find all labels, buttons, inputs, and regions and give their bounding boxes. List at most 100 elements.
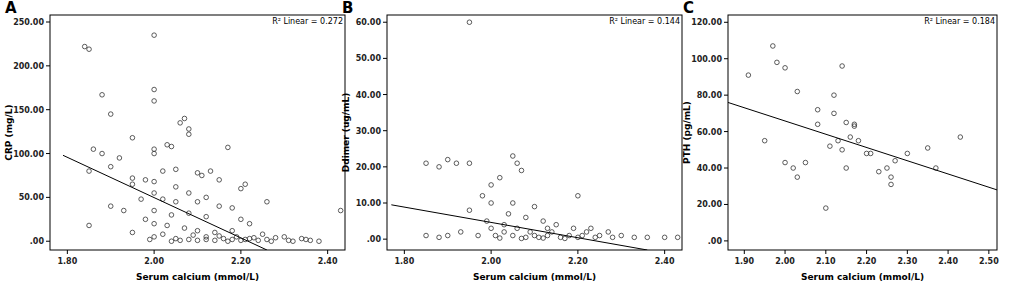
point bbox=[610, 235, 615, 240]
point bbox=[905, 151, 910, 156]
x-tick bbox=[240, 250, 241, 254]
plot-frame bbox=[387, 15, 682, 250]
point bbox=[200, 173, 205, 178]
y-tick bbox=[46, 241, 50, 242]
fit-line bbox=[728, 102, 997, 189]
x-tick bbox=[67, 250, 68, 254]
point bbox=[437, 165, 442, 170]
point bbox=[597, 233, 602, 238]
point bbox=[524, 235, 529, 240]
point bbox=[515, 161, 520, 166]
point bbox=[217, 178, 222, 183]
panel-letter: C bbox=[683, 0, 694, 17]
y-tick bbox=[383, 58, 387, 59]
y-tick-label: 50.00 bbox=[356, 54, 382, 63]
x-tick bbox=[825, 250, 826, 254]
x-tick-label: 2.20 bbox=[568, 257, 588, 266]
point bbox=[308, 238, 313, 243]
point bbox=[338, 208, 343, 213]
x-tick bbox=[988, 250, 989, 254]
point bbox=[537, 235, 542, 240]
point bbox=[282, 235, 287, 240]
y-tick bbox=[46, 65, 50, 66]
point bbox=[437, 235, 442, 240]
point bbox=[230, 206, 235, 211]
point bbox=[795, 89, 800, 94]
panel: A.0050.00100.00150.00200.00250.001.802.0… bbox=[4, 0, 345, 282]
point bbox=[182, 116, 187, 121]
point bbox=[497, 236, 502, 241]
point bbox=[130, 135, 135, 140]
x-tick bbox=[948, 250, 949, 254]
x-tick-label: 2.50 bbox=[979, 257, 999, 266]
point bbox=[645, 235, 650, 240]
point bbox=[571, 226, 576, 231]
point bbox=[317, 239, 322, 244]
point bbox=[885, 166, 890, 171]
point bbox=[563, 236, 568, 241]
x-tick-label: 2.00 bbox=[775, 257, 795, 266]
point bbox=[558, 235, 563, 240]
point bbox=[815, 107, 820, 112]
point bbox=[152, 208, 157, 213]
point bbox=[467, 20, 472, 25]
fit-line bbox=[63, 155, 267, 250]
point bbox=[506, 212, 511, 217]
point bbox=[524, 215, 529, 220]
point bbox=[165, 142, 170, 147]
y-tick-label: 200.00 bbox=[13, 62, 44, 71]
point bbox=[580, 233, 585, 238]
x-axis-label: Serum calcium (mmol/L) bbox=[136, 272, 259, 282]
r-squared: R² Linear = 0.184 bbox=[924, 17, 995, 26]
y-tick bbox=[46, 109, 50, 110]
point bbox=[848, 135, 853, 140]
point bbox=[889, 175, 894, 180]
point bbox=[265, 237, 270, 242]
point bbox=[852, 124, 857, 129]
x-tick-label: 1.90 bbox=[734, 257, 754, 266]
x-tick-label: 2.20 bbox=[231, 257, 251, 266]
point bbox=[178, 238, 183, 243]
figure: A.0050.00100.00150.00200.00250.001.802.0… bbox=[0, 0, 1020, 291]
point bbox=[291, 239, 296, 244]
point bbox=[467, 208, 472, 213]
y-axis-label: PTH (pg/mL) bbox=[682, 101, 692, 164]
point bbox=[619, 233, 624, 238]
point bbox=[803, 160, 808, 165]
point bbox=[795, 175, 800, 180]
point bbox=[108, 204, 113, 209]
point bbox=[143, 178, 148, 183]
x-tick-label: 2.00 bbox=[144, 257, 164, 266]
panel: C.0020.0040.0060.0080.00100.00120.001.90… bbox=[682, 0, 999, 282]
point bbox=[130, 176, 135, 181]
point bbox=[445, 233, 450, 238]
point bbox=[182, 226, 187, 231]
point bbox=[260, 232, 265, 237]
y-tick-label: .00 bbox=[367, 235, 382, 244]
y-tick bbox=[724, 240, 728, 241]
y-tick-label: .00 bbox=[708, 237, 723, 246]
y-tick-label: 100.00 bbox=[13, 150, 44, 159]
point bbox=[174, 199, 179, 204]
point bbox=[424, 233, 429, 238]
point bbox=[152, 151, 157, 156]
point bbox=[195, 228, 200, 233]
point bbox=[147, 237, 152, 242]
point bbox=[169, 213, 174, 218]
point bbox=[844, 120, 849, 125]
point bbox=[165, 223, 170, 228]
y-tick bbox=[383, 166, 387, 167]
point bbox=[783, 66, 788, 71]
y-tick-label: 250.00 bbox=[13, 18, 44, 27]
point bbox=[230, 228, 235, 233]
point bbox=[476, 233, 481, 238]
x-tick-label: 2.40 bbox=[318, 257, 338, 266]
point bbox=[528, 230, 533, 235]
point bbox=[117, 156, 122, 161]
point bbox=[584, 230, 589, 235]
point bbox=[178, 121, 183, 126]
point bbox=[675, 235, 680, 240]
point bbox=[545, 233, 550, 238]
point bbox=[840, 148, 845, 153]
point bbox=[82, 44, 87, 49]
